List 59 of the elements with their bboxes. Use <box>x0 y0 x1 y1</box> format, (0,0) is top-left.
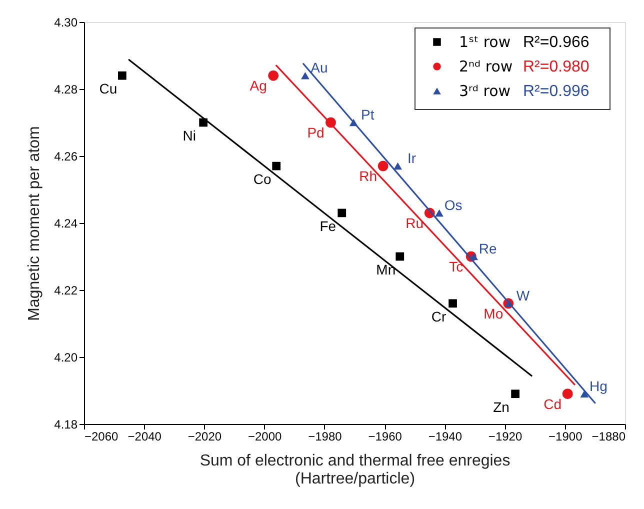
annotation: R²=0.966 <box>523 34 590 51</box>
annotation: Pd <box>307 124 324 140</box>
annotation: Mo <box>484 305 504 322</box>
y-tick-label: 4.20 <box>54 350 78 364</box>
legend-label: 1ˢᵗ row <box>459 33 511 51</box>
annotation: R²=0.996 <box>523 83 590 100</box>
annotation: Cd <box>544 396 562 412</box>
x-tick-label: −1980 <box>308 430 342 444</box>
annotation: Re <box>478 240 497 256</box>
x-tick-label: −2040 <box>128 430 162 444</box>
annotation: Fe <box>320 218 336 234</box>
annotation: Ir <box>408 150 416 166</box>
x-tick-label: −1960 <box>368 430 402 444</box>
y-tick-label: 4.30 <box>54 16 78 30</box>
x-tick-label: −2000 <box>248 430 282 444</box>
point <box>448 299 457 308</box>
legend-label: 2ⁿᵈ row <box>459 58 513 76</box>
x-axis-title: Sum of electronic and thermal free enregies (Hartree/particle) <box>200 452 510 488</box>
y-tick-label: 4.24 <box>54 216 78 230</box>
point <box>268 70 279 81</box>
point <box>118 71 126 80</box>
point <box>272 162 281 170</box>
annotation: Ag <box>250 78 267 94</box>
annotation: Cu <box>99 80 118 97</box>
y-tick-label: 4.26 <box>54 150 78 164</box>
annotation: Pt <box>360 106 374 122</box>
x-tick-label: −2020 <box>188 430 222 444</box>
annotation: R²=0.980 <box>523 58 590 76</box>
point <box>511 390 520 398</box>
annotation: W <box>516 287 530 304</box>
point <box>394 162 402 170</box>
x-tick-label: −1880 <box>592 430 626 444</box>
annotation: Co <box>253 171 272 188</box>
point <box>396 252 404 261</box>
annotation: Cr <box>431 308 446 324</box>
x-tick-label: −1940 <box>428 430 462 444</box>
y-axis-title: Magnetic moment per atom <box>26 126 44 321</box>
point <box>562 388 573 400</box>
annotation: Rh <box>359 168 378 184</box>
annotation: Ni <box>182 128 196 144</box>
point <box>301 72 310 80</box>
y-tick-label: 4.22 <box>54 284 78 298</box>
x-tick-label: −1900 <box>548 430 583 444</box>
point <box>338 208 346 218</box>
annotation: Au <box>310 60 328 76</box>
annotation: Zn <box>493 398 510 415</box>
annotation: Mn <box>376 262 396 278</box>
annotation: Ru <box>406 214 424 231</box>
annotation: Os <box>444 196 462 213</box>
y-tick-label: 4.28 <box>54 82 78 96</box>
x-tick-label: −2060 <box>84 430 119 444</box>
point <box>378 160 388 172</box>
legend-label: 3ʳᵈ row <box>459 82 511 100</box>
point <box>580 390 589 398</box>
annotation: Hg <box>589 378 608 394</box>
point <box>435 209 444 217</box>
x-tick-label: −1920 <box>488 430 522 444</box>
y-tick-label: 4.18 <box>54 418 78 432</box>
annotation: Tc <box>449 258 464 274</box>
